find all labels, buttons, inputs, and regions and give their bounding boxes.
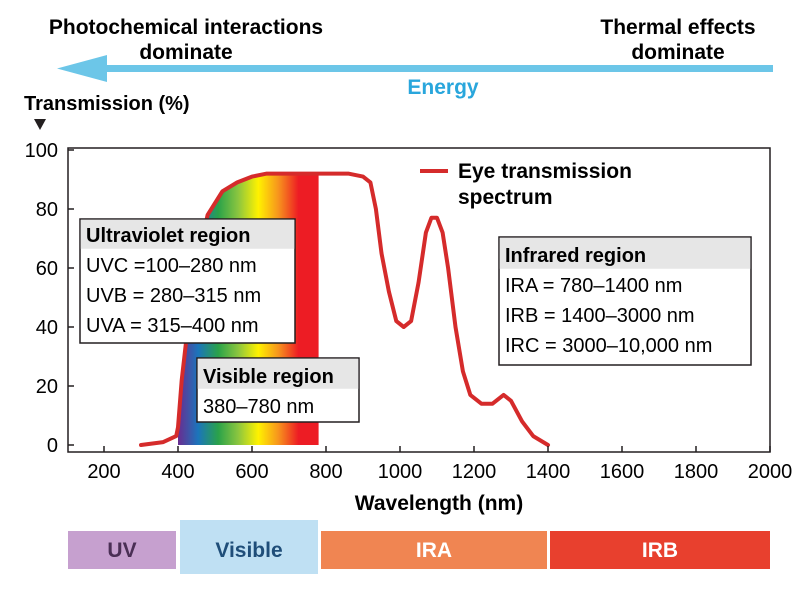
photochemical-heading-line1: Photochemical interactions (49, 16, 323, 39)
band-visible (180, 520, 318, 574)
plot-area (67, 147, 771, 453)
x-tick-label: 1800 (674, 461, 719, 483)
x-tick-label: 1600 (600, 461, 645, 483)
x-tick-label: 1400 (526, 461, 571, 483)
x-axis-title: Wavelength (nm) (355, 492, 523, 515)
x-tick-label: 2000 (748, 461, 793, 483)
x-tick-label: 400 (161, 461, 194, 483)
y-tick-label: 60 (36, 258, 58, 280)
y-tick-label: 100 (25, 140, 58, 162)
x-tick-label: 200 (87, 461, 120, 483)
band-visible-label: Visible (215, 539, 282, 562)
band-irb-label: IRB (642, 539, 678, 562)
visible-region-title: Visible region (203, 366, 334, 388)
thermal-heading-line2: dominate (631, 41, 724, 64)
photochemical-heading-line2: dominate (139, 41, 232, 64)
band-uv (68, 531, 176, 569)
uvc-range: UVC =100–280 nm (86, 255, 257, 277)
y-tick-label: 40 (36, 317, 58, 339)
thermal-heading-line1: Thermal effects (600, 16, 755, 39)
x-tick-label: 1000 (378, 461, 423, 483)
y-tick-label: 0 (47, 435, 58, 457)
y-tick-label: 80 (36, 199, 58, 221)
visible-region-box: Visible region 380–780 nm (196, 357, 360, 423)
band-uv-label: UV (107, 539, 136, 562)
band-ira (321, 531, 547, 569)
infrared-region-title: Infrared region (505, 245, 646, 267)
uva-range: UVA = 315–400 nm (86, 315, 259, 337)
x-tick-label: 1200 (452, 461, 497, 483)
x-tick-label: 600 (235, 461, 268, 483)
x-axis: 200 400 600 800 1000 1200 1400 1600 1800 2000 (87, 446, 792, 483)
ultraviolet-region-title: Ultraviolet region (86, 225, 250, 247)
legend-label-line1: Eye transmission (458, 160, 632, 183)
irb-range: IRB = 1400–3000 nm (505, 305, 695, 327)
infrared-region-box: Infrared region IRA = 780–1400 nm IRB = … (498, 236, 752, 366)
band-ira-label: IRA (416, 539, 452, 562)
ira-range: IRA = 780–1400 nm (505, 275, 682, 297)
y-axis-marker-icon (34, 119, 46, 130)
ultraviolet-region-box: Ultraviolet region UVC =100–280 nm UVB =… (79, 218, 296, 344)
y-axis: 0 20 40 60 80 100 (25, 140, 74, 457)
energy-arrow (57, 55, 773, 82)
x-tick-label: 800 (309, 461, 342, 483)
y-axis-title: Transmission (%) (24, 93, 190, 115)
legend: Eye transmission spectrum (420, 160, 632, 209)
spectral-band-bar: UV Visible IRA IRB (68, 520, 770, 574)
band-irb (550, 531, 770, 569)
energy-label: Energy (407, 76, 479, 99)
series-eye-transmission-line (139, 171, 550, 447)
visible-range: 380–780 nm (203, 396, 314, 418)
legend-label-line2: spectrum (458, 186, 553, 209)
uvb-range: UVB = 280–315 nm (86, 285, 261, 307)
irc-range: IRC = 3000–10,000 nm (505, 335, 712, 357)
y-tick-label: 20 (36, 376, 58, 398)
